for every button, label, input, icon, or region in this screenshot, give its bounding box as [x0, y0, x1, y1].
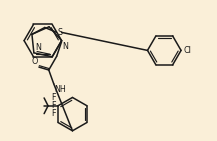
Text: N: N	[35, 43, 41, 52]
Text: Cl: Cl	[183, 46, 191, 55]
Text: F: F	[51, 101, 56, 110]
Text: S: S	[58, 28, 63, 37]
Text: F: F	[51, 93, 56, 103]
Text: F: F	[51, 109, 56, 118]
Text: N: N	[62, 42, 69, 51]
Text: O: O	[31, 57, 38, 66]
Text: NH: NH	[55, 85, 66, 94]
